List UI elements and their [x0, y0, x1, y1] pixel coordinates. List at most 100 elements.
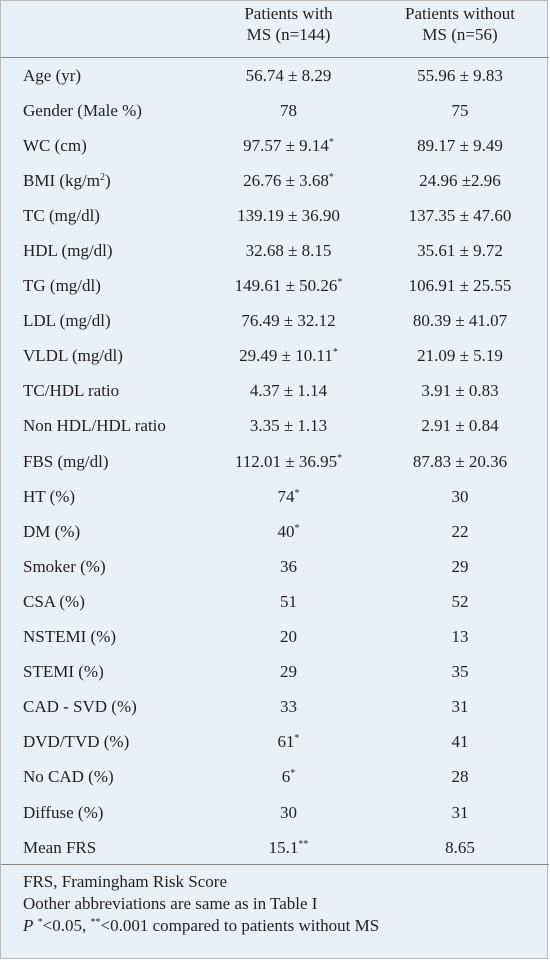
table-row: CAD - SVD (%) 33 31 [1, 690, 549, 725]
value-without-ms: 75 [451, 100, 469, 120]
row-label: NSTEMI (%) [23, 627, 117, 647]
value-without-ms: 137.35 ± 47.60 [408, 205, 512, 225]
value-with-ms: 40* [277, 521, 300, 541]
value-with-ms: 6* [281, 767, 296, 787]
significance-mark: * [332, 347, 338, 359]
table-row: Smoker (%) 36 29 [1, 549, 549, 584]
row-label: LDL (mg/dl) [23, 311, 111, 331]
value-with-ms: 56.74 ± 8.29 [245, 65, 332, 85]
row-label: HDL (mg/dl) [23, 241, 113, 261]
row-label: CAD - SVD (%) [23, 697, 137, 717]
value-without-ms: 8.65 [445, 837, 475, 857]
table-row: HDL (mg/dl) 32.68 ± 8.15 35.61 ± 9.72 [1, 233, 549, 268]
value-with-ms: 139.19 ± 36.90 [237, 205, 340, 225]
significance-mark: * [337, 452, 343, 464]
table-row: STEMI (%) 29 35 [1, 655, 549, 690]
table-row: Age (yr) 56.74 ± 8.29 55.96 ± 9.83 [1, 58, 549, 94]
value-with-ms: 76.49 ± 32.12 [241, 311, 336, 331]
row-label: TC/HDL ratio [23, 381, 120, 401]
row-label: Gender (Male %) [23, 100, 142, 120]
value-without-ms: 55.96 ± 9.83 [417, 65, 503, 85]
row-label: Smoker (%) [23, 556, 106, 576]
value-without-ms: 31 [451, 802, 469, 822]
value-with-ms: 4.37 ± 1.14 [249, 381, 328, 401]
footnote-abbreviations: Oother abbreviations are same as in Tabl… [23, 894, 318, 913]
table-row: HT (%) 74* 30 [1, 479, 549, 514]
header-with-ms-line1: Patients with [244, 4, 333, 23]
row-label: DVD/TVD (%) [23, 732, 130, 752]
value-with-ms: 78 [280, 100, 297, 120]
table-footnotes: FRS, Framingham Risk Score Oother abbrev… [1, 864, 549, 937]
footnote-end: <0.001 compared to patients without MS [100, 916, 380, 935]
value-with-ms: 29 [280, 662, 297, 682]
significance-mark: * [328, 136, 334, 148]
value-with-ms: 33 [280, 697, 297, 717]
table-row: TC/HDL ratio 4.37 ± 1.14 3.91 ± 0.83 [1, 374, 549, 409]
footnote-sup1: * [37, 917, 43, 928]
value-with-ms: 97.57 ± 9.14* [243, 135, 334, 155]
value-with-ms: 15.1** [268, 837, 309, 857]
row-label: BMI (kg/m2) [23, 170, 111, 190]
header-blank [1, 1, 206, 58]
value-with-ms: 51 [280, 591, 297, 611]
table-row: WC (cm) 97.57 ± 9.14* 89.17 ± 9.49 [1, 128, 549, 163]
significance-mark: ** [298, 838, 309, 850]
value-without-ms: 35.61 ± 9.72 [417, 241, 503, 261]
table-row: Diffuse (%) 30 31 [1, 795, 549, 830]
value-with-ms: 3.35 ± 1.13 [249, 416, 328, 436]
table-row: DM (%) 40* 22 [1, 514, 549, 549]
header-without-ms-line2: MS (n=56) [422, 25, 498, 44]
table-row: BMI (kg/m2) 26.76 ± 3.68* 24.96 ±2.96 [1, 163, 549, 198]
significance-mark: * [328, 171, 334, 183]
footnote-significance: P *<0.05, **<0.001 compared to patients … [23, 915, 549, 937]
value-with-ms: 149.61 ± 50.26* [234, 276, 343, 296]
table-row: LDL (mg/dl) 76.49 ± 32.12 80.39 ± 41.07 [1, 304, 549, 339]
value-with-ms: 32.68 ± 8.15 [245, 241, 332, 261]
row-label: VLDL (mg/dl) [23, 346, 123, 366]
value-with-ms: 61* [277, 732, 300, 752]
value-without-ms: 29 [451, 556, 469, 576]
table-row: No CAD (%) 6* 28 [1, 760, 549, 795]
significance-mark: * [294, 487, 300, 499]
value-without-ms: 28 [451, 767, 469, 787]
value-without-ms: 21.09 ± 5.19 [417, 346, 503, 366]
row-label: HT (%) [23, 486, 76, 506]
value-with-ms: 74* [277, 486, 300, 506]
row-label: TC (mg/dl) [23, 205, 100, 225]
table-header: Patients with MS (n=144) Patients withou… [1, 1, 549, 58]
table-row: CSA (%) 51 52 [1, 584, 549, 619]
significance-mark: * [290, 768, 296, 780]
header-with-ms-line2: MS (n=144) [246, 25, 331, 44]
row-label: FBS (mg/dl) [23, 451, 109, 471]
row-label: DM (%) [23, 521, 81, 541]
row-label: STEMI (%) [23, 662, 104, 682]
significance-mark: * [294, 733, 300, 745]
table-row: FBS (mg/dl) 112.01 ± 36.95* 87.83 ± 20.36 [1, 444, 549, 479]
value-without-ms: 24.96 ±2.96 [419, 170, 501, 190]
footnote-p: P [23, 916, 34, 935]
value-without-ms: 30 [451, 486, 469, 506]
value-without-ms: 13 [451, 627, 469, 647]
row-label: No CAD (%) [23, 767, 114, 787]
header-with-ms: Patients with MS (n=144) [206, 1, 371, 58]
value-with-ms: 20 [280, 627, 297, 647]
row-label: Age (yr) [23, 65, 82, 85]
table-row: Mean FRS 15.1** 8.65 [1, 830, 549, 865]
table-row: Non HDL/HDL ratio 3.35 ± 1.13 2.91 ± 0.84 [1, 409, 549, 444]
header-without-ms-line1: Patients without [404, 4, 516, 23]
value-without-ms: 22 [451, 521, 469, 541]
value-without-ms: 41 [451, 732, 469, 752]
row-label: Mean FRS [23, 837, 97, 857]
table-row: Gender (Male %) 78 75 [1, 93, 549, 128]
value-with-ms: 36 [280, 556, 297, 576]
table-row: NSTEMI (%) 20 13 [1, 620, 549, 655]
header-without-ms: Patients without MS (n=56) [371, 1, 549, 58]
value-without-ms: 89.17 ± 9.49 [417, 135, 503, 155]
data-table: Patients with MS (n=144) Patients withou… [1, 1, 549, 865]
footnote-mid: <0.05, [42, 916, 91, 935]
footnote-frs: FRS, Framingham Risk Score [23, 872, 228, 891]
value-with-ms: 29.49 ± 10.11* [239, 346, 338, 366]
value-without-ms: 87.83 ± 20.36 [412, 451, 508, 471]
row-label: Non HDL/HDL ratio [23, 416, 166, 436]
